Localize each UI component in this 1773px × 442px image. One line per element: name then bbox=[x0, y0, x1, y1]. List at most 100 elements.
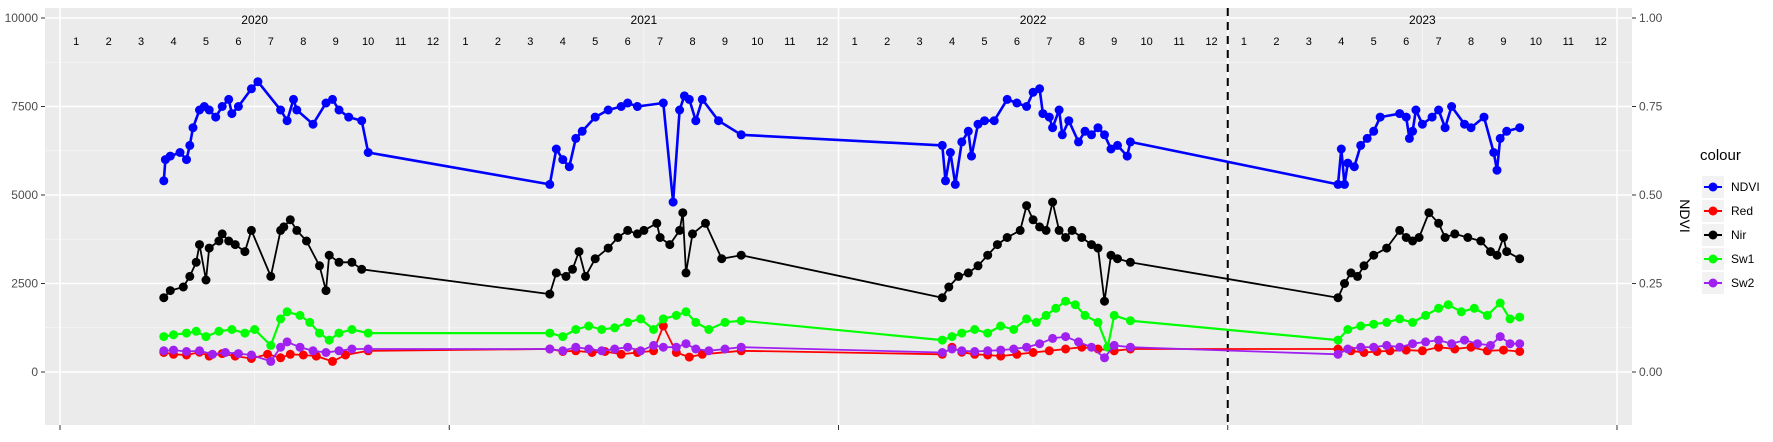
data-point-ndvi bbox=[217, 102, 227, 111]
data-point-ndvi bbox=[1369, 126, 1379, 136]
y-tick-label-right: 0.75 bbox=[1639, 100, 1663, 114]
month-label: 1 bbox=[462, 36, 468, 48]
month-label: 9 bbox=[722, 36, 728, 48]
data-point-nir bbox=[230, 240, 240, 250]
y-tick-label-left: 7500 bbox=[11, 100, 38, 114]
data-point-sw1 bbox=[1495, 298, 1505, 308]
data-point-sw2 bbox=[1473, 339, 1482, 349]
data-point-sw2 bbox=[1035, 339, 1045, 349]
data-point-ndvi bbox=[185, 140, 195, 150]
data-point-ndvi bbox=[937, 140, 947, 150]
data-point-nir bbox=[1476, 236, 1486, 246]
data-point-ndvi bbox=[1093, 123, 1103, 133]
data-point-nir bbox=[954, 271, 963, 281]
data-point-nir bbox=[1499, 233, 1508, 242]
data-point-ndvi bbox=[1427, 112, 1437, 122]
data-point-sw2 bbox=[1087, 342, 1096, 352]
data-point-ndvi bbox=[211, 112, 221, 122]
data-point-red bbox=[1061, 344, 1071, 354]
month-label: 9 bbox=[333, 36, 339, 48]
data-point-nir bbox=[1353, 271, 1362, 281]
data-point-red bbox=[1434, 342, 1444, 352]
data-point-ndvi bbox=[308, 119, 318, 129]
month-label: 3 bbox=[917, 36, 923, 48]
data-point-sw1 bbox=[623, 317, 633, 327]
data-point-sw2 bbox=[558, 346, 568, 356]
data-point-sw1 bbox=[1469, 303, 1479, 313]
data-point-ndvi bbox=[668, 197, 678, 207]
legend-item-ndvi: NDVI bbox=[1702, 176, 1760, 198]
legend-label-red: Red bbox=[1731, 204, 1753, 218]
month-label: 10 bbox=[1530, 36, 1542, 48]
data-point-nir bbox=[992, 240, 1002, 250]
data-point-ndvi bbox=[253, 77, 263, 87]
data-point-nir bbox=[937, 293, 947, 303]
data-point-sw1 bbox=[295, 310, 305, 320]
data-point-sw1 bbox=[558, 332, 568, 342]
data-point-sw1 bbox=[947, 332, 957, 342]
data-point-sw2 bbox=[1460, 335, 1469, 345]
data-point-sw2 bbox=[704, 346, 714, 356]
data-point-nir bbox=[551, 268, 561, 278]
data-point-sw2 bbox=[159, 346, 169, 356]
data-point-sw1 bbox=[704, 325, 714, 334]
data-point-sw1 bbox=[276, 314, 286, 324]
month-label: 12 bbox=[427, 36, 439, 48]
data-point-red bbox=[658, 321, 668, 331]
data-point-red bbox=[1515, 347, 1525, 356]
data-point-sw1 bbox=[266, 340, 276, 350]
data-point-sw1 bbox=[1093, 317, 1103, 327]
month-label: 6 bbox=[1403, 36, 1409, 48]
data-point-nir bbox=[165, 286, 175, 296]
month-label: 6 bbox=[1014, 36, 1020, 48]
data-point-red bbox=[1499, 345, 1508, 355]
data-point-nir bbox=[214, 236, 224, 246]
data-point-sw1 bbox=[1408, 317, 1418, 327]
month-label: 6 bbox=[235, 36, 241, 48]
data-point-sw1 bbox=[1009, 325, 1019, 334]
data-point-red bbox=[328, 356, 337, 366]
data-point-sw2 bbox=[1369, 342, 1379, 352]
data-point-sw1 bbox=[334, 328, 344, 338]
y-tick-label-left: 5000 bbox=[11, 188, 38, 202]
data-point-ndvi bbox=[1408, 126, 1418, 136]
data-point-ndvi bbox=[1035, 84, 1045, 94]
data-point-nir bbox=[195, 240, 204, 250]
y-tick-label-left: 0 bbox=[31, 365, 38, 379]
data-point-ndvi bbox=[697, 94, 707, 104]
data-point-sw1 bbox=[610, 323, 620, 333]
data-point-sw2 bbox=[1447, 339, 1457, 349]
month-label: 8 bbox=[1468, 36, 1474, 48]
data-point-ndvi bbox=[1336, 144, 1346, 154]
data-point-sw2 bbox=[195, 346, 204, 356]
data-point-sw1 bbox=[315, 328, 324, 338]
data-point-sw2 bbox=[571, 342, 581, 352]
data-point-ndvi bbox=[1057, 130, 1067, 140]
month-label: 5 bbox=[1371, 36, 1377, 48]
data-point-sw2 bbox=[996, 345, 1006, 355]
data-point-nir bbox=[204, 243, 214, 253]
data-point-nir bbox=[1028, 215, 1038, 225]
data-point-sw2 bbox=[266, 356, 276, 366]
data-point-sw1 bbox=[227, 325, 237, 334]
data-point-nir bbox=[590, 254, 600, 264]
data-point-sw2 bbox=[1395, 342, 1405, 352]
data-point-ndvi bbox=[357, 116, 367, 126]
data-point-sw2 bbox=[1515, 339, 1525, 349]
axes: 0 0.00 2500 0.25 5000 0.50 7500 0.75 10000 1.00 bbox=[5, 11, 1663, 430]
data-point-sw2 bbox=[983, 346, 993, 356]
month-label: 2 bbox=[106, 36, 112, 48]
data-point-ndvi bbox=[736, 130, 746, 140]
month-label: 6 bbox=[625, 36, 631, 48]
data-point-sw2 bbox=[1074, 337, 1083, 347]
data-point-sw1 bbox=[1061, 296, 1071, 306]
data-point-nir bbox=[1359, 261, 1369, 271]
data-point-red bbox=[263, 349, 273, 359]
month-label: 11 bbox=[395, 36, 406, 48]
data-point-ndvi bbox=[1502, 126, 1512, 136]
data-point-ndvi bbox=[165, 151, 175, 161]
data-point-sw2 bbox=[1495, 332, 1505, 342]
data-point-sw1 bbox=[159, 332, 169, 342]
legend-title: colour bbox=[1700, 147, 1741, 164]
data-point-nir bbox=[1463, 233, 1473, 242]
